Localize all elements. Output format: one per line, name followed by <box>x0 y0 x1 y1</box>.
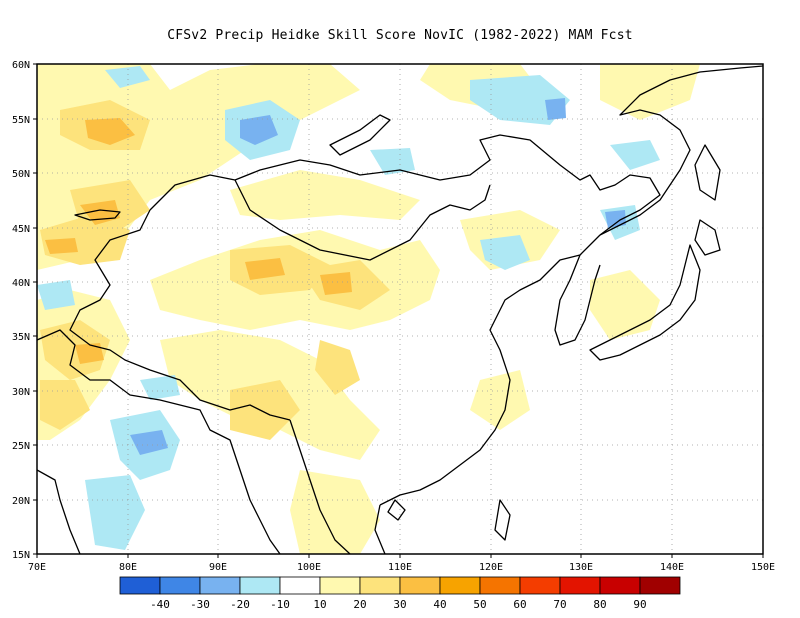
colorbar-swatch <box>399 576 441 595</box>
colorbar-label: 30 <box>393 598 406 611</box>
colorbar-label: 20 <box>353 598 366 611</box>
lon-label: 130E <box>569 562 593 573</box>
lat-label: 30N <box>12 387 30 398</box>
lat-label: 15N <box>12 550 30 561</box>
lat-label: 60N <box>12 60 30 71</box>
colorbar-swatch <box>479 576 521 595</box>
lat-label: 55N <box>12 115 30 126</box>
colorbar-swatch <box>119 576 161 595</box>
colorbar-label: -10 <box>270 598 290 611</box>
colorbar-swatch <box>239 576 281 595</box>
longitude-labels: 70E 80E 90E 100E 110E 120E 130E 140E 150… <box>28 562 775 573</box>
colorbar <box>119 576 681 595</box>
axis-ticks <box>33 63 764 558</box>
colorbar-label: 60 <box>513 598 526 611</box>
colorbar-swatch <box>559 576 601 595</box>
lon-label: 100E <box>297 562 321 573</box>
lat-label: 45N <box>12 224 30 235</box>
lat-label: 25N <box>12 441 30 452</box>
colorbar-label: -30 <box>190 598 210 611</box>
lon-label: 110E <box>388 562 412 573</box>
colorbar-label: 70 <box>553 598 566 611</box>
lon-label: 70E <box>28 562 46 573</box>
colorbar-label: -20 <box>230 598 250 611</box>
colorbar-swatch <box>319 576 361 595</box>
colorbar-label: 80 <box>593 598 606 611</box>
colorbar-swatch <box>639 576 681 595</box>
colorbar-label: 90 <box>633 598 646 611</box>
lon-label: 140E <box>660 562 684 573</box>
colorbar-labels: -40 -30 -20 -10 10 20 30 40 50 60 70 80 90 <box>150 598 647 611</box>
lon-label: 90E <box>209 562 227 573</box>
latitude-labels: 15N 20N 25N 30N 35N 40N 45N 50N 55N 60N <box>12 60 30 561</box>
lat-label: 40N <box>12 278 30 289</box>
colorbar-label: 50 <box>473 598 486 611</box>
colorbar-label: -40 <box>150 598 170 611</box>
colorbar-swatch <box>439 576 481 595</box>
colorbar-swatch <box>599 576 641 595</box>
colorbar-label: 10 <box>313 598 326 611</box>
lat-label: 20N <box>12 496 30 507</box>
map-title: CFSv2 Precip Heidke Skill Score NovIC (1… <box>167 28 633 43</box>
lat-label: 35N <box>12 332 30 343</box>
skill-negative-20-30 <box>130 98 626 455</box>
colorbar-swatch <box>519 576 561 595</box>
colorbar-swatch <box>199 576 241 595</box>
colorbar-swatch <box>279 576 321 595</box>
colorbar-swatch <box>359 576 401 595</box>
lon-label: 150E <box>751 562 775 573</box>
lat-label: 50N <box>12 169 30 180</box>
lon-label: 80E <box>119 562 137 573</box>
lon-label: 120E <box>479 562 503 573</box>
colorbar-swatch <box>159 576 201 595</box>
colorbar-label: 40 <box>433 598 446 611</box>
grid-lines <box>37 64 763 554</box>
coastlines-borders <box>37 65 763 554</box>
